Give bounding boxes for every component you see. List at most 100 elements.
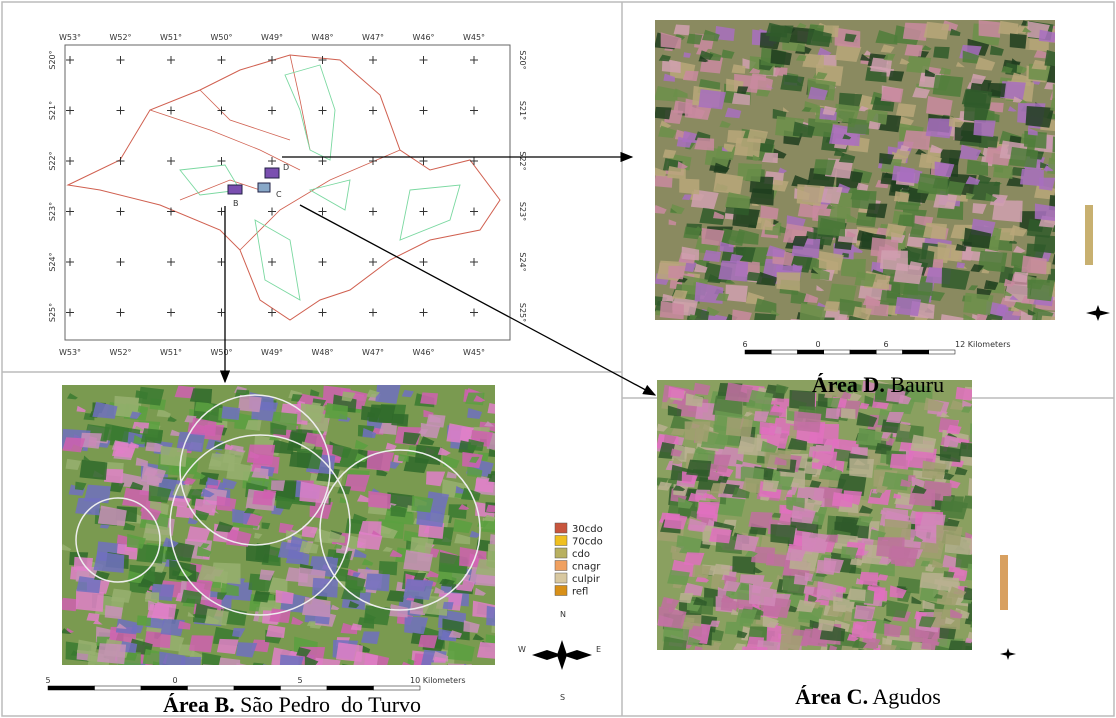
field-patch <box>861 650 886 668</box>
field-patch <box>375 385 400 404</box>
field-patch <box>755 640 783 660</box>
field-patch <box>475 559 501 576</box>
legend-label: culpir <box>572 574 601 585</box>
field-patch <box>247 445 275 465</box>
field-patch <box>841 408 856 419</box>
field-patch <box>76 590 104 612</box>
field-patch <box>1052 84 1076 103</box>
scale-segment <box>327 686 374 690</box>
area-d-box <box>265 168 279 178</box>
field-patch <box>933 47 950 59</box>
graticule-cross <box>268 208 276 216</box>
field-patch <box>667 570 690 585</box>
graticule-cross <box>167 107 175 115</box>
field-patch <box>964 88 993 109</box>
field-patch <box>391 414 408 427</box>
longitude-label: W50° <box>210 348 232 357</box>
field-patch <box>104 469 123 484</box>
field-patch <box>970 536 996 556</box>
field-patch <box>896 103 916 117</box>
graticule-cross <box>66 309 74 317</box>
longitude-label: W53° <box>59 348 81 357</box>
field-patch <box>486 606 514 628</box>
caption-bold: Área D. <box>812 372 885 397</box>
caption-b: Área B. São Pedro do Turvo <box>163 692 421 717</box>
field-patch <box>936 525 962 546</box>
longitude-label: W45° <box>463 348 485 357</box>
graticule-cross <box>369 56 377 64</box>
graticule-cross <box>66 208 74 216</box>
graticule-cross <box>420 107 428 115</box>
graticule-cross <box>369 107 377 115</box>
field-patch <box>683 71 699 81</box>
field-patch <box>279 655 303 673</box>
scale-segment <box>141 686 188 690</box>
graticule-cross <box>319 107 327 115</box>
field-patch <box>253 591 270 602</box>
latitude-label: S24° <box>518 252 527 271</box>
scale-label: 6 <box>883 340 888 349</box>
field-patch <box>477 642 502 659</box>
caption-bold: Área C. <box>795 684 868 709</box>
caption-text: Bauru <box>885 372 944 397</box>
graticule-cross <box>66 56 74 64</box>
field-patch <box>963 293 993 315</box>
field-patch <box>1021 256 1046 275</box>
field-patch <box>93 551 124 573</box>
graticule-cross <box>66 107 74 115</box>
field-patch <box>718 260 748 281</box>
field-patch <box>946 320 976 342</box>
figure: D C B W53°W53°W52°W52°W51°W51°W50°W50°W4… <box>0 0 1116 718</box>
graticule-cross <box>268 258 276 266</box>
field-patch <box>221 406 240 420</box>
legend-label: 70cdo <box>572 537 603 548</box>
graticule-cross <box>218 258 226 266</box>
field-patch <box>770 524 796 544</box>
latitude-label: S20° <box>48 50 57 69</box>
scale-segment <box>824 350 850 354</box>
satellite-image-b <box>60 385 515 683</box>
caption-text: Agudos <box>868 684 941 709</box>
graticule-cross <box>369 309 377 317</box>
field-patch <box>488 471 506 483</box>
field-patch <box>271 480 285 491</box>
scale-segment <box>903 350 929 354</box>
graticule-cross <box>218 56 226 64</box>
graticule-cross <box>268 107 276 115</box>
longitude-label: W48° <box>311 348 333 357</box>
field-patch <box>979 20 1001 38</box>
field-patch <box>189 635 213 652</box>
latitude-label: S22° <box>48 151 57 170</box>
scale-segment <box>798 350 824 354</box>
field-patch <box>1044 50 1069 68</box>
graticule-cross <box>470 56 478 64</box>
field-patch <box>959 442 981 458</box>
field-patch <box>794 411 822 433</box>
longitude-label: W47° <box>362 348 384 357</box>
scale-segment <box>929 350 955 354</box>
field-patch <box>967 601 995 622</box>
field-patch <box>991 320 1017 341</box>
graticule-cross <box>369 258 377 266</box>
field-patch <box>115 664 139 682</box>
field-patch <box>802 532 830 554</box>
compass-label: W <box>518 645 526 654</box>
area-b-box <box>228 185 242 194</box>
field-patch <box>698 502 719 519</box>
caption-d: Área D. Bauru <box>812 372 944 397</box>
legend-d <box>1085 205 1093 265</box>
field-patch <box>686 460 711 477</box>
field-patch <box>1026 106 1054 128</box>
scale-segment <box>188 686 235 690</box>
scale-label: 0 <box>172 676 177 685</box>
field-patch <box>1040 316 1064 334</box>
field-patch <box>905 44 923 56</box>
scale-label: 5 <box>45 676 50 685</box>
longitude-label: W53° <box>59 33 81 42</box>
field-patch <box>689 318 715 336</box>
arrows <box>225 157 655 395</box>
field-patch <box>825 408 840 419</box>
field-patch <box>1050 98 1070 112</box>
legend-swatch <box>555 548 567 558</box>
field-patch <box>703 250 721 262</box>
